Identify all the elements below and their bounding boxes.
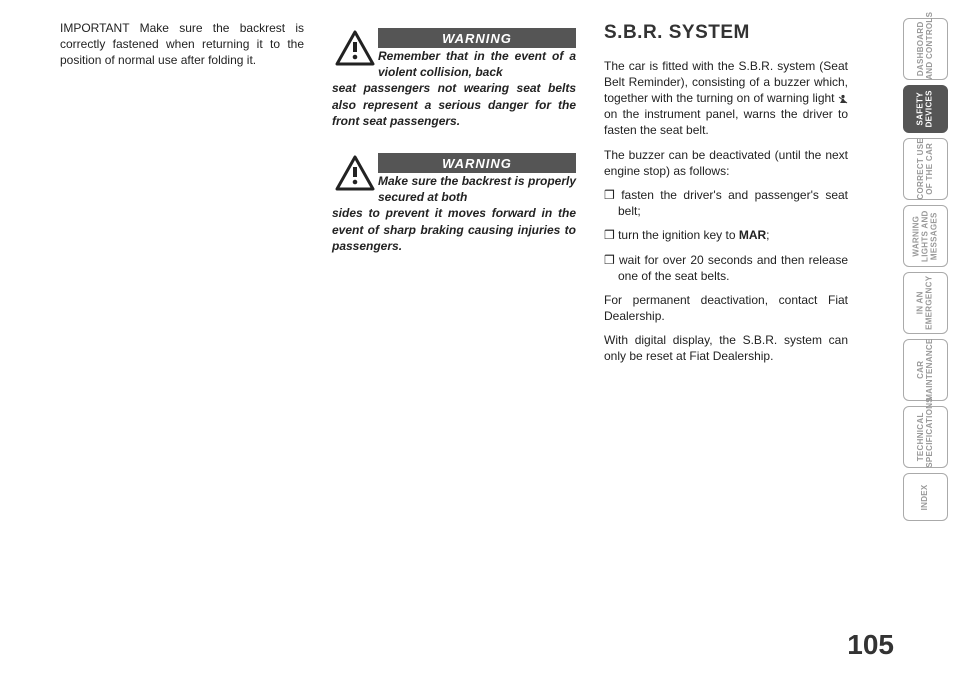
warning-box-2: WARNING Make sure the backrest is proper… [332, 153, 576, 254]
list-item: ❒ wait for over 20 seconds and then rele… [604, 252, 848, 284]
tab-safety-devices[interactable]: SAFETYDEVICES [903, 85, 948, 133]
warning-triangle-icon [332, 28, 378, 68]
warning-title: WARNING [378, 28, 576, 48]
column-left: IMPORTANT Make sure the backrest is corr… [60, 20, 304, 373]
body-text: For permanent deactivation, contact Fiat… [604, 292, 848, 324]
seatbelt-warning-icon [838, 91, 848, 105]
column-right: S.B.R. SYSTEM The car is fitted with the… [604, 20, 848, 373]
tab-index[interactable]: INDEX [903, 473, 948, 521]
body-text: The buzzer can be deactivated (until the… [604, 147, 848, 179]
warning-text: sides to prevent it moves forward in the… [332, 205, 576, 254]
warning-triangle-icon [332, 153, 378, 193]
tab-dashboard[interactable]: DASHBOARDAND CONTROLS [903, 18, 948, 80]
tab-warning-lights[interactable]: WARNINGLIGHTS ANDMESSAGES [903, 205, 948, 267]
section-tabs: DASHBOARDAND CONTROLS SAFETYDEVICES CORR… [903, 18, 948, 521]
list-item: ❒ turn the ignition key to MAR; [604, 227, 848, 243]
body-text: With digital display, the S.B.R. system … [604, 332, 848, 364]
warning-title: WARNING [378, 153, 576, 173]
list-item: ❒ fasten the driver's and passenger's se… [604, 187, 848, 219]
warning-text: seat passengers not wearing seat belts a… [332, 80, 576, 129]
body-text: The car is fitted with the S.B.R. system… [604, 58, 848, 139]
warning-box-1: WARNING Remember that in the event of a … [332, 28, 576, 129]
page-number: 105 [847, 629, 894, 661]
column-middle: WARNING Remember that in the event of a … [332, 20, 576, 373]
section-title: S.B.R. SYSTEM [604, 20, 848, 46]
tab-correct-use[interactable]: CORRECT USEOF THE CAR [903, 138, 948, 200]
tab-emergency[interactable]: IN ANEMERGENCY [903, 272, 948, 334]
tab-technical-specs[interactable]: TECHNICALSPECIFICATIONS [903, 406, 948, 468]
important-note: IMPORTANT Make sure the backrest is corr… [60, 20, 304, 69]
tab-maintenance[interactable]: CARMAINTENANCE [903, 339, 948, 401]
